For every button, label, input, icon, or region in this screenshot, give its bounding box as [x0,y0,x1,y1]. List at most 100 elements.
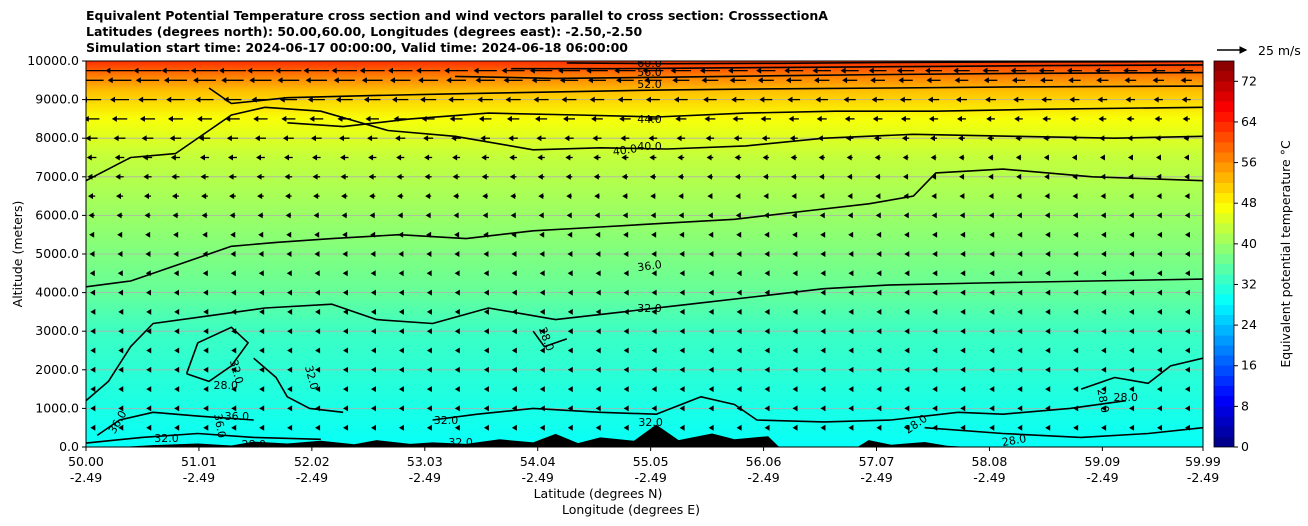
wind-arrowhead [1045,270,1051,277]
wind-arrowhead [343,386,349,393]
wind-arrowhead [567,366,573,373]
wind-arrowhead [1183,135,1189,142]
contour-label-text: 32.0 [637,302,662,315]
wind-arrowhead [146,386,152,393]
contour-label: 32.0 [638,416,663,429]
wind-arrowhead [650,212,656,219]
wind-arrowhead [1073,386,1079,393]
wind-arrowhead [481,173,487,180]
contour-label: 28.0 [1094,388,1111,414]
colorbar-bar [1213,60,1235,448]
x-tick-label-lat: 55.05 [633,454,669,469]
wind-arrowhead [1157,366,1163,373]
wind-arrowhead [875,193,881,200]
wind-arrowhead [1184,405,1190,412]
wind-arrowhead [708,366,714,373]
x-tick-label-lon: -2.49 [296,470,328,485]
wind-arrowhead [870,77,876,84]
wind-arrowhead [1017,424,1023,431]
contour-label: 28.0 [1114,391,1139,404]
contour-label-text: 44.0 [637,113,662,126]
wind-arrowhead [117,251,123,257]
wind-arrowhead [202,231,208,238]
wind-arrowhead [645,96,651,103]
wind-arrowhead [762,154,768,161]
wind-arrowhead [989,405,995,412]
wind-arrowhead [538,193,544,200]
wind-arrowhead [113,135,119,142]
wind-arrowhead [784,67,790,74]
wind-arrowhead [1152,77,1158,84]
wind-arrowhead [1101,328,1107,335]
wind-arrowhead [848,386,854,393]
wind-arrowhead [904,405,910,412]
wind-arrowhead [1101,386,1107,393]
wind-arrowhead [1069,96,1075,103]
wind-arrowhead [286,270,292,277]
y-tick-label: 1000.0 [35,400,79,415]
wind-arrowhead [313,212,319,219]
wind-arrowhead [926,77,932,84]
wind-arrowhead [757,77,763,84]
wind-arrowhead [370,308,376,315]
wind-arrowhead [1073,366,1079,373]
wind-arrowhead [141,135,147,142]
x-axis-ticks: 50.00-2.4951.01-2.4952.02-2.4953.03-2.49… [68,447,1221,485]
wind-arrowhead [256,154,262,161]
wind-arrowhead [932,347,938,354]
wind-arrowhead [483,251,489,257]
x-tick-label-lon: -2.49 [860,470,892,485]
wind-arrowhead [1129,231,1135,238]
wind-arrowhead [285,193,291,200]
wind-arrowhead [616,77,622,84]
wind-arrowhead [418,77,424,84]
wind-arrowhead [847,212,853,219]
wind-arrowhead [957,115,963,122]
wind-arrowhead [982,67,988,74]
wind-arrowhead [145,251,151,257]
wind-arrowhead [932,424,938,431]
wind-arrowhead [258,231,264,238]
terrain [86,424,1203,447]
wind-arrowhead [287,289,293,296]
wind-vectors [86,67,1193,431]
wind-arrowhead [736,386,742,393]
wind-arrowhead [1184,424,1190,431]
contour-label: 36.0 [637,258,663,274]
wind-arrowhead [761,135,767,142]
contour-label: 60.0 [637,61,662,70]
wind-arrowhead [88,212,94,219]
wind-arrowhead [398,251,404,257]
wind-arrowhead [678,212,684,219]
wind-arrowhead [314,270,320,277]
wind-arrowhead [617,96,623,103]
wind-arrowhead [567,386,573,393]
wind-arrowhead [1068,77,1074,84]
wind-arrowhead [815,96,821,103]
wind-arrowhead [564,135,570,142]
wind-arrowhead [566,193,572,200]
wind-arrowhead [115,193,121,200]
x-tick-label-lat: 59.99 [1185,454,1221,469]
wind-arrowhead [1101,270,1107,277]
wind-arrowhead [648,135,654,142]
wind-arrowhead [820,328,826,335]
wind-arrowhead [679,251,685,257]
wind-arrowhead [1038,67,1044,74]
wind-arrowhead [369,193,375,200]
title-line-3: Simulation start time: 2024-06-17 00:00:… [86,40,628,55]
wind-arrowhead [1180,77,1186,84]
wind-arrowhead [253,115,259,122]
y-tick-label: 2000.0 [35,362,79,377]
wind-arrowhead [370,289,376,296]
wind-arrowhead [732,115,738,122]
wind-arrowhead [931,173,937,180]
wind-arrowhead [146,424,152,431]
wind-arrowhead [90,366,96,373]
wind-arrowhead [792,289,798,296]
x-tick-label-lon: -2.49 [183,470,215,485]
wind-arrowhead [118,328,124,335]
wind-arrowhead [1073,289,1079,296]
wind-arrowhead [107,77,113,84]
wind-arrowhead [171,193,177,200]
